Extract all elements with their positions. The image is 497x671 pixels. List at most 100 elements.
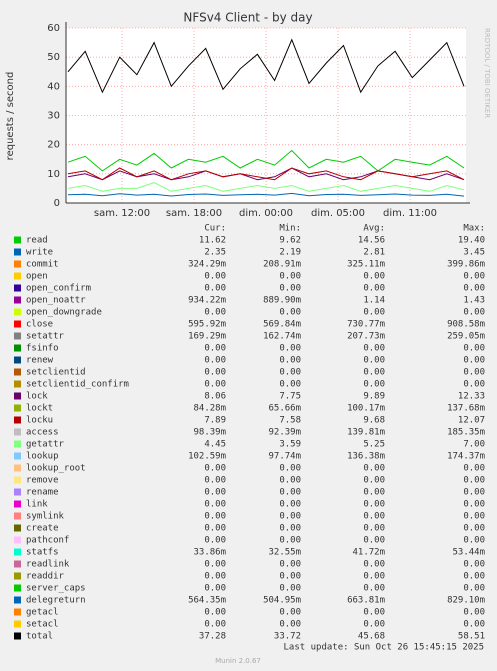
legend-swatch <box>14 368 21 376</box>
legend-stat: 0.00 <box>279 380 301 390</box>
legend-stat: 0.00 <box>363 464 385 474</box>
legend-stat: 0.00 <box>204 464 226 474</box>
y-tick-label: 0 <box>54 198 60 209</box>
version: Munin 2.0.67 <box>215 657 261 665</box>
legend-stat: 0.00 <box>204 560 226 570</box>
y-tick-label: 20 <box>47 140 60 151</box>
legend-stat: 0.00 <box>279 476 301 486</box>
legend-label: pathconf <box>26 536 69 546</box>
legend-label: open_confirm <box>26 284 91 294</box>
legend-stat: 0.00 <box>363 488 385 498</box>
series-line <box>67 149 465 172</box>
legend-stat: 0.00 <box>363 284 385 294</box>
legend-swatch <box>14 596 21 604</box>
legend-stat: 0.00 <box>204 284 226 294</box>
legend-swatch <box>14 476 21 484</box>
legend-label: access <box>26 428 59 438</box>
legend-stat: 9.62 <box>279 236 301 246</box>
legend-label: locku <box>26 416 53 426</box>
legend-stat: 0.00 <box>279 368 301 378</box>
legend-stat: 0.00 <box>204 512 226 522</box>
legend-stat: 0.00 <box>463 488 485 498</box>
legend-stat: 84.28m <box>193 404 226 414</box>
legend-label: setclientid <box>26 368 86 378</box>
y-tick-label: 60 <box>47 23 60 34</box>
legend-label: symlink <box>26 512 65 522</box>
legend-stat: 2.35 <box>204 248 226 258</box>
legend-swatch <box>14 500 21 508</box>
legend-stat: 0.00 <box>279 512 301 522</box>
legend-stat: 0.00 <box>279 344 301 354</box>
legend-label: readdir <box>26 572 65 582</box>
legend-stat: 92.39m <box>268 428 301 438</box>
legend-stat: 136.38m <box>347 452 385 462</box>
legend-stat: 58.51 <box>458 632 485 642</box>
legend-stat: 0.00 <box>204 272 226 282</box>
legend-stat: 7.00 <box>463 440 485 450</box>
legend-stat: 0.00 <box>363 356 385 366</box>
legend-stat: 7.89 <box>204 416 226 426</box>
legend-swatch <box>14 356 21 364</box>
legend-stat: 33.72 <box>274 632 301 642</box>
legend-stat: 0.00 <box>204 500 226 510</box>
stat-header: Avg: <box>363 224 385 234</box>
legend-stat: 0.00 <box>279 500 301 510</box>
legend-stat: 33.86m <box>193 548 226 558</box>
legend-stat: 0.00 <box>204 368 226 378</box>
x-tick-label: sam. 18:00 <box>166 208 222 219</box>
legend-swatch <box>14 236 21 244</box>
legend-stat: 97.74m <box>268 452 301 462</box>
legend-stat: 0.00 <box>279 536 301 546</box>
legend-label: delegreturn <box>26 596 86 606</box>
legend-stat: 3.59 <box>279 440 301 450</box>
legend-swatch <box>14 296 21 304</box>
legend-label: rename <box>26 488 59 498</box>
legend-stat: 208.91m <box>263 260 301 270</box>
legend-stat: 0.00 <box>463 608 485 618</box>
legend-stat: 137.68m <box>447 404 485 414</box>
legend-stat: 174.37m <box>447 452 485 462</box>
legend-stat: 663.81m <box>347 596 385 606</box>
legend-label: remove <box>26 476 59 486</box>
legend-swatch <box>14 404 21 412</box>
y-tick-label: 30 <box>47 111 60 122</box>
legend-stat: 19.40 <box>458 236 485 246</box>
legend-stat: 0.00 <box>363 380 385 390</box>
legend-stat: 0.00 <box>363 536 385 546</box>
legend-stat: 100.17m <box>347 404 385 414</box>
legend-stat: 207.73m <box>347 332 385 342</box>
legend-stat: 730.77m <box>347 320 385 330</box>
series-line <box>67 192 465 197</box>
legend-label: write <box>26 248 53 258</box>
legend-label: server_caps <box>26 584 86 594</box>
x-tick-label: dim. 11:00 <box>383 208 437 219</box>
legend-stat: 0.00 <box>279 284 301 294</box>
y-tick-label: 50 <box>47 52 60 63</box>
legend-stat: 0.00 <box>463 476 485 486</box>
legend-stat: 3.45 <box>463 248 485 258</box>
legend-label: total <box>26 632 53 642</box>
legend-stat: 0.00 <box>463 560 485 570</box>
legend-stat: 0.00 <box>279 620 301 630</box>
series-line <box>67 167 465 181</box>
legend-stat: 98.39m <box>193 428 226 438</box>
last-update: Last update: Sun Oct 26 15:45:15 2025 <box>284 643 484 653</box>
legend-stat: 0.00 <box>204 380 226 390</box>
legend-swatch <box>14 392 21 400</box>
legend-stat: 0.00 <box>463 344 485 354</box>
legend-stat: 65.66m <box>268 404 301 414</box>
legend-stat: 32.55m <box>268 548 301 558</box>
legend-stat: 0.00 <box>463 284 485 294</box>
stat-header: Cur: <box>204 224 226 234</box>
legend-stat: 11.62 <box>199 236 226 246</box>
legend-label: statfs <box>26 548 59 558</box>
legend-swatch <box>14 584 21 592</box>
legend-stat: 0.00 <box>204 356 226 366</box>
legend-label: lookup <box>26 452 59 462</box>
stat-header: Max: <box>463 224 485 234</box>
legend-stat: 259.05m <box>447 332 485 342</box>
legend-stat: 41.72m <box>352 548 385 558</box>
legend-stat: 908.58m <box>447 320 485 330</box>
legend-stat: 569.84m <box>263 320 301 330</box>
